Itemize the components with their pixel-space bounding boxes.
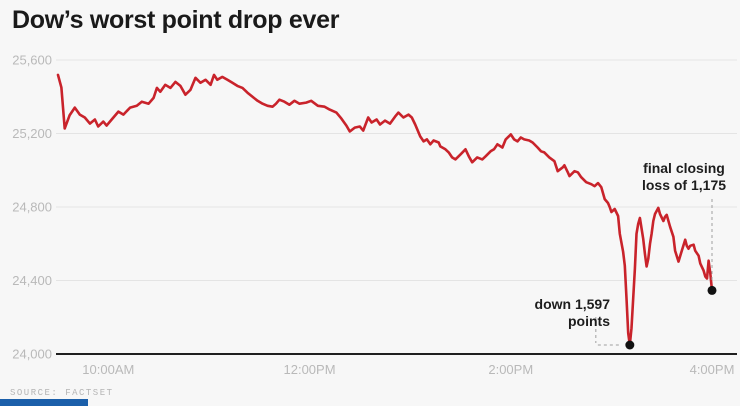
x-tick-label: 12:00PM xyxy=(284,362,336,377)
annotation-intraday-low: down 1,597 points xyxy=(492,296,610,330)
intraday-low-marker-dot xyxy=(625,340,635,350)
annotation-intraday-low-text: down 1,597 points xyxy=(534,296,610,329)
annotation-final-close: final closing loss of 1,175 xyxy=(641,160,727,194)
close-marker-dot xyxy=(707,285,717,295)
low-annotation-connector xyxy=(595,317,621,346)
annotation-final-close-line2: loss of 1,175 xyxy=(641,177,727,193)
price-line xyxy=(56,73,714,347)
x-tick-label: 4:00PM xyxy=(690,362,735,377)
source-attribution: SOURCE: FACTSET xyxy=(10,388,114,398)
y-tick-label: 24,400 xyxy=(12,273,52,288)
y-tick-label: 24,000 xyxy=(12,347,52,362)
footer-brand-bar xyxy=(0,399,88,406)
y-tick-label: 25,600 xyxy=(12,53,52,68)
chart-title: Dow’s worst point drop ever xyxy=(12,6,340,34)
x-tick-label: 2:00PM xyxy=(488,362,533,377)
y-tick-label: 24,800 xyxy=(12,200,52,215)
y-tick-label: 25,200 xyxy=(12,126,52,141)
annotation-final-close-line1: final closing xyxy=(643,160,725,176)
x-tick-label: 10:00AM xyxy=(82,362,134,377)
